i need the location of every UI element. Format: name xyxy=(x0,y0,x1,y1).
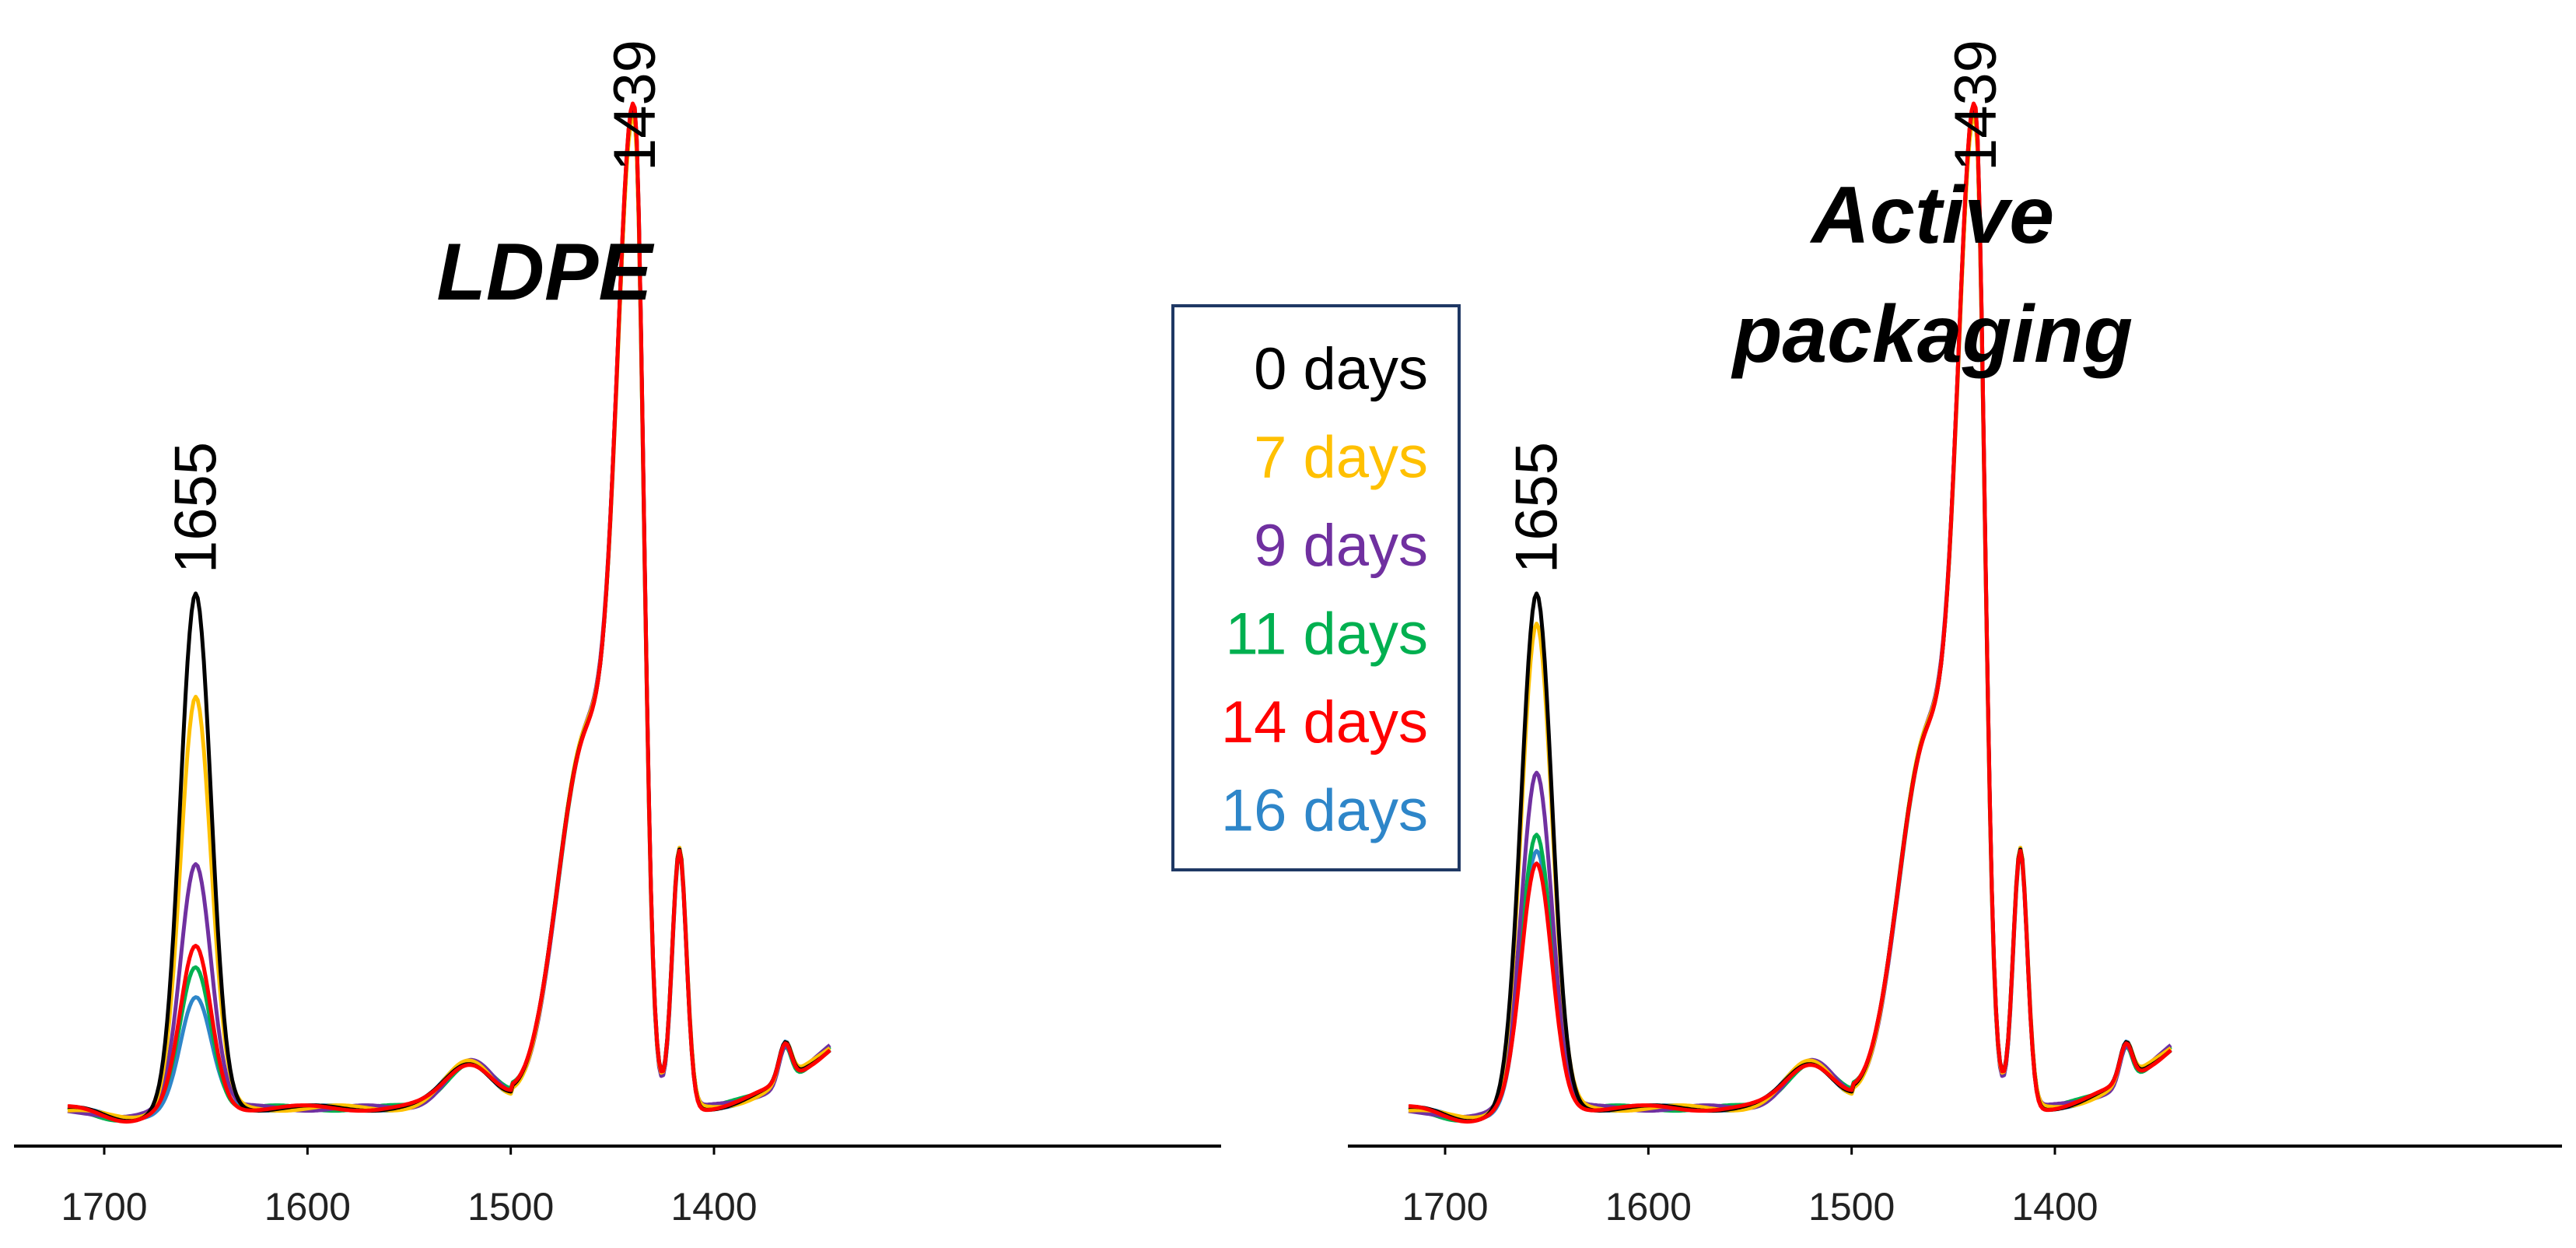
series-line-14-days xyxy=(67,101,831,1124)
x-tick-label: 1500 xyxy=(467,1185,554,1229)
x-tick-label: 1500 xyxy=(1808,1185,1895,1229)
legend-item-7-days: 7 days xyxy=(1254,425,1428,491)
legend-item-0-days: 0 days xyxy=(1254,336,1428,402)
peak-label-1439: 1439 xyxy=(602,40,668,171)
active-title-line2: packaging xyxy=(1731,289,2133,380)
series-line-0-days xyxy=(1408,103,2172,1124)
active-x-ticks: 1700 1600 1500 1400 xyxy=(1402,1146,2098,1229)
legend-item-9-days: 9 days xyxy=(1254,513,1428,579)
legend-item-16-days: 16 days xyxy=(1221,778,1428,844)
series-line-7-days xyxy=(1408,114,2172,1120)
ldpe-title: LDPE xyxy=(436,227,654,317)
ldpe-x-ticks: 1700 1600 1500 1400 xyxy=(61,1146,758,1229)
x-tick-label: 1700 xyxy=(61,1185,147,1229)
x-tick-label: 1600 xyxy=(264,1185,351,1229)
series-line-14-days xyxy=(1408,101,2172,1124)
peak-label-1655: 1655 xyxy=(163,442,229,573)
x-tick-label: 1400 xyxy=(670,1185,757,1229)
active-series xyxy=(1408,101,2172,1124)
series-line-9-days xyxy=(1408,109,2172,1120)
legend-box xyxy=(1171,304,1461,871)
series-line-11-days xyxy=(1408,110,2172,1123)
ldpe-panel: 1700 1600 1500 1400 LDPE 1655 1439 xyxy=(14,40,1221,1229)
peak-label-1439: 1439 xyxy=(1943,40,2009,171)
legend-item-11-days: 11 days xyxy=(1225,601,1428,668)
legend: 0 days 7 days 9 days 11 days 14 days 16 days xyxy=(1171,304,1461,871)
ldpe-series xyxy=(67,101,831,1124)
active-peak-labels: 1655 1439 xyxy=(1504,40,2009,573)
x-tick-label: 1600 xyxy=(1605,1185,1692,1229)
peak-label-1655: 1655 xyxy=(1504,442,1570,573)
x-tick-label: 1700 xyxy=(1402,1185,1488,1229)
series-line-16-days xyxy=(1408,110,2172,1121)
ldpe-peak-labels: 1655 1439 xyxy=(163,40,668,573)
legend-item-14-days: 14 days xyxy=(1221,689,1428,755)
active-packaging-panel: 1700 1600 1500 1400 Active packaging 1655 14… xyxy=(1348,40,2562,1229)
x-tick-label: 1400 xyxy=(2011,1185,2098,1229)
active-title-line1: Active xyxy=(1809,170,2054,261)
